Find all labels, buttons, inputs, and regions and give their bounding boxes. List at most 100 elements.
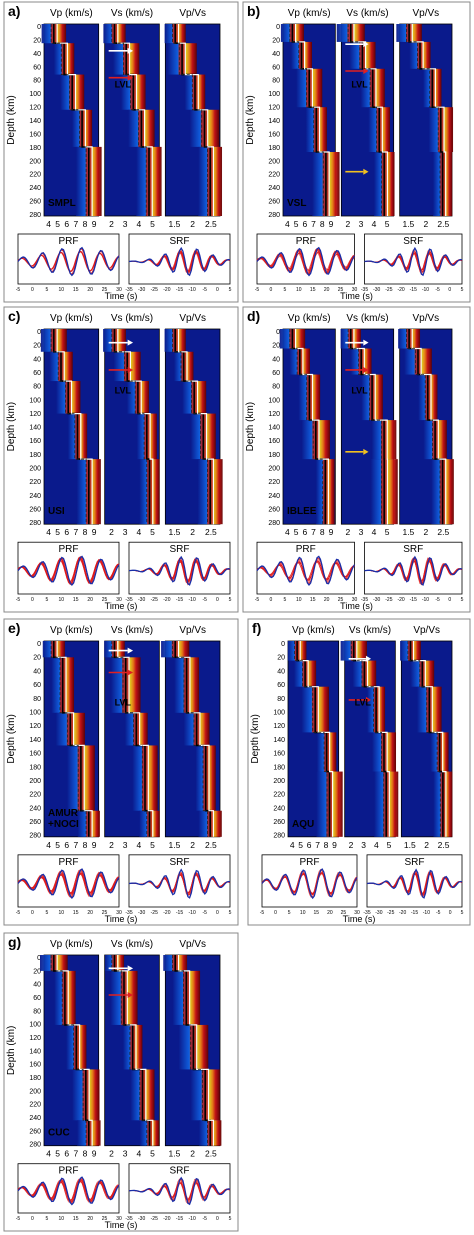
depth-tick: 80 bbox=[33, 78, 41, 85]
depth-tick: 280 bbox=[29, 212, 41, 219]
time-tick: 30 bbox=[352, 287, 358, 293]
x-tick: 4 bbox=[285, 527, 290, 537]
time-tick: 20 bbox=[327, 910, 333, 916]
time-tick: 20 bbox=[87, 910, 93, 916]
waveform-frame bbox=[366, 854, 463, 908]
x-tick: 6 bbox=[64, 219, 69, 229]
annotation-arrowhead bbox=[127, 647, 134, 654]
x-tick: 1.5 bbox=[169, 1149, 181, 1159]
waveform-prf: PRF -5 0 5 10 15 20 25 30 bbox=[255, 541, 357, 603]
waveform-srf: SRF -35 -30 -25 -20 -15 -10 -5 0 5 bbox=[125, 541, 232, 603]
time-tick: 0 bbox=[216, 287, 219, 293]
depth-tick: 280 bbox=[29, 1142, 41, 1149]
header-vp: Vp (km/s) bbox=[50, 625, 93, 636]
x-tick: 2 bbox=[423, 527, 428, 537]
depth-tick: 200 bbox=[29, 466, 41, 473]
x-tick: 5 bbox=[298, 840, 303, 850]
depth-tick: 140 bbox=[29, 425, 41, 432]
mean-model-line bbox=[111, 24, 147, 216]
time-tick: -5 bbox=[255, 597, 260, 603]
depth-tick: 0 bbox=[276, 24, 280, 31]
observed-trace bbox=[17, 246, 120, 277]
time-tick: -15 bbox=[411, 910, 418, 916]
x-tick: 2 bbox=[346, 219, 351, 229]
x-tick: 9 bbox=[329, 219, 334, 229]
srf-label: SRF bbox=[403, 236, 423, 247]
depth-tick: 120 bbox=[29, 105, 41, 112]
mean-model-line bbox=[172, 24, 208, 216]
depth-tick: 260 bbox=[273, 819, 285, 826]
header-vp: Vp (km/s) bbox=[292, 625, 335, 636]
x-tick: 2.5 bbox=[205, 840, 217, 850]
depth-tick: 280 bbox=[268, 212, 280, 219]
reference-model-line bbox=[177, 329, 214, 525]
header-vp: Vp (km/s) bbox=[288, 8, 331, 19]
observed-trace bbox=[128, 246, 231, 277]
time-tick: -5 bbox=[203, 597, 208, 603]
depth-tick: 140 bbox=[268, 425, 280, 432]
depth-tick: 20 bbox=[272, 343, 280, 350]
lvl-label: LVL bbox=[115, 698, 132, 708]
mean-model-line bbox=[289, 329, 324, 525]
observed-trace bbox=[256, 555, 356, 587]
x-tick: 2 bbox=[190, 840, 195, 850]
observed-trace bbox=[17, 868, 120, 900]
time-tick: 15 bbox=[310, 287, 316, 293]
time-tick: 25 bbox=[338, 597, 344, 603]
header-vs: Vs (km/s) bbox=[349, 625, 391, 636]
depth-tick: 140 bbox=[268, 118, 280, 125]
time-tick: 5 bbox=[461, 287, 464, 293]
reference-model-line bbox=[117, 955, 154, 1146]
station-label: IBLEE bbox=[287, 506, 317, 517]
x-tick: 7 bbox=[315, 840, 320, 850]
x-tick: 4 bbox=[290, 840, 295, 850]
depth-tick: 60 bbox=[33, 995, 41, 1002]
observed-trace bbox=[256, 246, 356, 277]
time-tick: 0 bbox=[216, 597, 219, 603]
x-tick: 7 bbox=[311, 527, 316, 537]
header-vpvs: Vp/Vs bbox=[179, 939, 206, 950]
header-vpvs: Vp/Vs bbox=[179, 625, 206, 636]
depth-axis-label: Depth (km) bbox=[6, 402, 17, 451]
time-tick: 5 bbox=[229, 1216, 232, 1222]
x-tick: 5 bbox=[294, 219, 299, 229]
header-vs: Vs (km/s) bbox=[111, 939, 153, 950]
waveform-prf: PRF -5 0 5 10 15 20 25 30 bbox=[16, 854, 122, 916]
time-tick: 15 bbox=[73, 1216, 79, 1222]
depth-tick: 260 bbox=[268, 199, 280, 206]
time-tick: -5 bbox=[436, 910, 441, 916]
depth-tick: 0 bbox=[37, 641, 41, 648]
time-tick: 5 bbox=[229, 910, 232, 916]
header-vp: Vp (km/s) bbox=[50, 939, 93, 950]
x-tick: 7 bbox=[74, 219, 79, 229]
time-tick: 10 bbox=[59, 287, 65, 293]
depth-tick: 180 bbox=[273, 764, 285, 771]
x-tick: 9 bbox=[92, 219, 97, 229]
annotation-arrowhead bbox=[127, 74, 134, 81]
x-tick: 2.5 bbox=[438, 840, 450, 850]
time-tick: 10 bbox=[59, 1216, 65, 1222]
mean-model-line bbox=[111, 641, 148, 837]
track-vpvs: 1.5 2 2.5 bbox=[163, 954, 222, 1159]
x-tick: 4 bbox=[46, 527, 51, 537]
srf-label: SRF bbox=[170, 857, 190, 868]
panel-letter: g) bbox=[8, 934, 21, 950]
time-tick: 25 bbox=[102, 287, 108, 293]
waveform-prf: PRF -5 0 5 10 15 20 25 30 bbox=[255, 233, 358, 293]
depth-tick: 120 bbox=[29, 723, 41, 730]
header-vs: Vs (km/s) bbox=[111, 8, 153, 19]
x-tick: 2 bbox=[346, 527, 351, 537]
panel-letter: b) bbox=[247, 3, 260, 19]
observed-trace bbox=[364, 246, 463, 277]
time-tick: -15 bbox=[410, 287, 417, 293]
time-tick: 10 bbox=[296, 597, 302, 603]
x-tick: 3 bbox=[123, 1149, 128, 1159]
x-tick: 8 bbox=[83, 527, 88, 537]
depth-tick: 160 bbox=[273, 751, 285, 758]
station-label: USI bbox=[48, 506, 65, 517]
x-tick: 1.5 bbox=[402, 219, 414, 229]
time-tick: 0 bbox=[31, 287, 34, 293]
